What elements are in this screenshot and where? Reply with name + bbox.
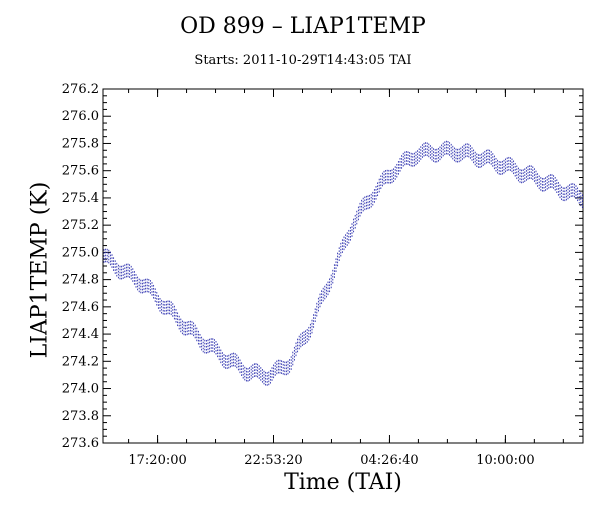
x-tick-label: 10:00:00 [476,453,534,468]
y-tick-label: 274.2 [62,354,99,369]
x-tick-label: 04:26:40 [360,453,418,468]
chart-subtitle: Starts: 2011-10-29T14:43:05 TAI [194,53,412,68]
y-tick-label: 273.6 [62,436,99,451]
x-axis-label: Time (TAI) [284,470,402,495]
plot-frame [102,88,584,444]
y-tick-label: 276.2 [62,82,99,97]
y-tick-label: 275.4 [62,191,99,206]
y-tick-label: 273.8 [62,409,99,424]
y-tick-label: 275.2 [62,218,99,233]
y-tick-label: 276.0 [62,109,99,124]
y-axis-label: LIAP1TEMP (K) [27,181,53,359]
y-tick-label: 275.6 [62,164,99,179]
x-tick-label: 17:20:00 [128,453,186,468]
chart-title: OD 899 – LIAP1TEMP [180,14,426,39]
x-tick-label: 22:53:20 [244,453,302,468]
y-tick-label: 274.6 [62,300,99,315]
y-tick-label: 275.8 [62,136,99,151]
y-tick-label: 275.0 [62,245,99,260]
y-tick-label: 274.4 [62,327,99,342]
y-tick-label: 274.8 [62,273,99,288]
y-tick-label: 274.0 [62,382,99,397]
